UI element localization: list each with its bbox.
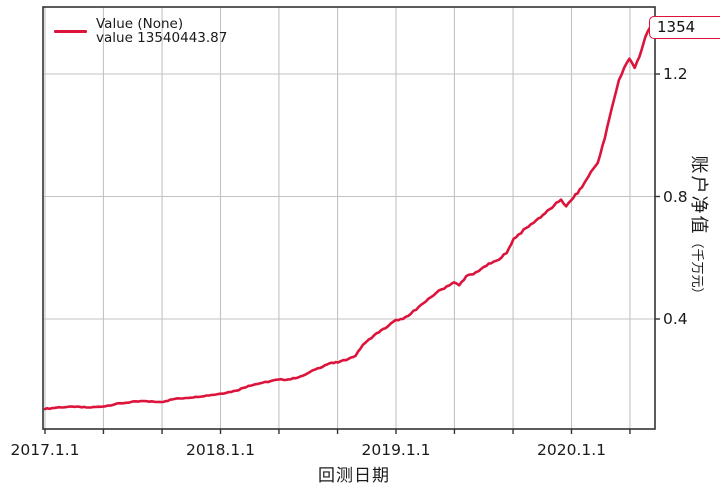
legend: Value (None) value 13540443.87: [54, 17, 227, 45]
legend-series-label: Value (None): [96, 16, 184, 32]
x-tick-label: 2019.1.1: [361, 441, 431, 459]
legend-line-marker: [54, 29, 87, 33]
final-value-tag: 1354: [649, 16, 720, 39]
equity-curve-line: [43, 25, 652, 411]
plot-border: [42, 6, 656, 430]
x-tick-label: 2020.1.1: [536, 441, 607, 459]
y-tick-label: 0.4: [663, 310, 688, 328]
y-tick-label: 0.8: [663, 187, 688, 206]
x-tick-label: 2017.1.1: [10, 441, 80, 459]
y-tick-label: 1.2: [663, 65, 688, 83]
y-axis-title-unit: （千万元）: [689, 235, 704, 301]
y-axis-title: 账户净值（千万元）: [687, 155, 713, 300]
y-axis-title-text: 账户净值: [688, 155, 709, 236]
legend-value-label: value 13540443.87: [96, 30, 228, 46]
x-tick-label: 2018.1.1: [185, 441, 256, 459]
x-axis-title: 回测日期: [318, 466, 390, 486]
